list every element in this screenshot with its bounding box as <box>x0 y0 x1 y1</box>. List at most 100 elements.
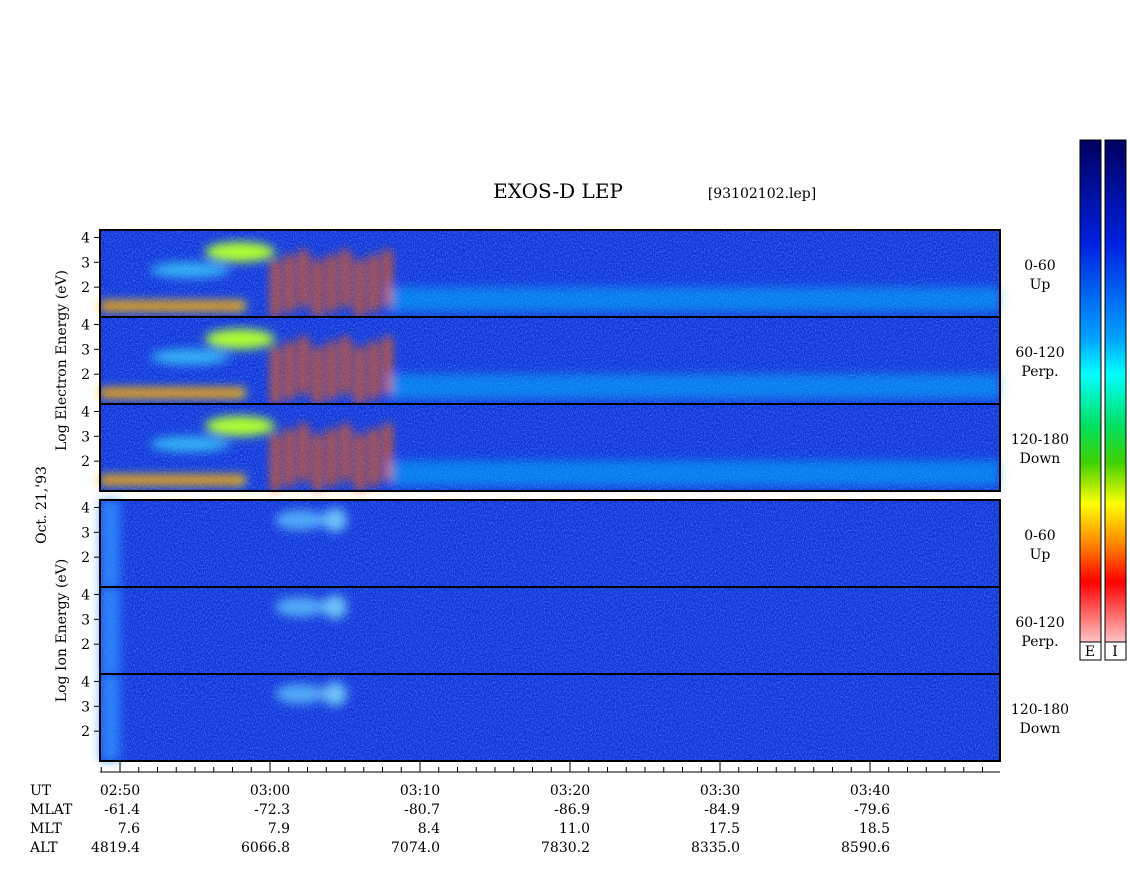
direction-label: Up <box>1030 277 1051 293</box>
feature <box>370 429 377 486</box>
orbit-value: -79.6 <box>854 802 890 818</box>
direction-label: Perp. <box>1021 364 1058 380</box>
y-tick-label: 2 <box>81 550 90 566</box>
feature <box>356 347 363 404</box>
file-label: [93102102.lep] <box>708 186 816 202</box>
feature <box>205 329 275 349</box>
feature <box>100 674 120 761</box>
pitch-label: 60-120 <box>1015 615 1064 631</box>
feature <box>286 429 293 486</box>
orbit-value: 7830.2 <box>541 840 590 856</box>
y-tick-label: 3 <box>81 429 90 445</box>
direction-label: Perp. <box>1021 634 1058 650</box>
feature <box>300 250 307 307</box>
feature <box>286 342 293 399</box>
y-tick-label: 3 <box>81 255 90 271</box>
pitch-label: 0-60 <box>1024 528 1055 544</box>
pitch-label: 120-180 <box>1011 432 1069 448</box>
colorbar-box <box>1104 641 1127 661</box>
feature <box>300 337 307 394</box>
axis-label: Log Electron Energy (eV) <box>54 270 70 451</box>
feature <box>323 682 347 706</box>
feature <box>150 436 230 452</box>
pitch-label: 60-120 <box>1015 345 1064 361</box>
orbit-value: -61.4 <box>104 802 140 818</box>
feature <box>314 347 321 404</box>
feature <box>314 260 321 317</box>
axis-label: Log Ion Energy (eV) <box>54 559 70 702</box>
colorbar <box>1079 139 1102 661</box>
panel-frame <box>99 673 1001 762</box>
orbit-value: 8590.6 <box>841 840 890 856</box>
pitch-label: 0-60 <box>1024 258 1055 274</box>
y-tick-label: 4 <box>81 317 90 333</box>
feature <box>150 349 230 365</box>
feature <box>205 242 275 262</box>
feature <box>323 595 347 619</box>
orbit-value: 6066.8 <box>241 840 290 856</box>
orbit-value: 7074.0 <box>391 840 440 856</box>
feature <box>272 434 279 491</box>
y-tick-label: 2 <box>81 724 90 740</box>
feature <box>328 342 335 399</box>
y-tick-label: 2 <box>81 637 90 653</box>
electron-features <box>100 416 1000 491</box>
orbit-value: -72.3 <box>254 802 290 818</box>
direction-label: Down <box>1020 451 1061 467</box>
orbit-value: 18.5 <box>859 821 890 837</box>
feature <box>370 255 377 312</box>
orbit-value: 03:40 <box>850 783 890 799</box>
y-tick-label: 4 <box>81 404 90 420</box>
feature <box>275 597 325 617</box>
direction-label: Up <box>1030 547 1051 563</box>
feature <box>275 684 325 704</box>
y-tick-label: 3 <box>81 342 90 358</box>
colorbar <box>1104 139 1127 661</box>
y-tick-label: 2 <box>81 454 90 470</box>
feature <box>390 374 1000 399</box>
y-tick-label: 4 <box>81 500 90 516</box>
orbit-row-label: MLT <box>30 821 62 837</box>
orbit-value: 03:30 <box>700 783 740 799</box>
feature <box>100 500 120 587</box>
title: EXOS-D LEP <box>493 179 623 203</box>
feature <box>100 478 240 482</box>
y-tick-label: 4 <box>81 674 90 690</box>
orbit-value: -86.9 <box>554 802 590 818</box>
orbit-value: 8.4 <box>418 821 440 837</box>
colorbar-box <box>1079 641 1102 661</box>
feature <box>342 337 349 394</box>
y-tick-label: 3 <box>81 612 90 628</box>
electron-features <box>100 242 1000 317</box>
feature <box>370 342 377 399</box>
feature <box>328 255 335 312</box>
orbit-value: 17.5 <box>709 821 740 837</box>
feature <box>342 250 349 307</box>
feature <box>275 510 325 530</box>
electron-features <box>100 329 1000 404</box>
y-tick-label: 2 <box>81 280 90 296</box>
y-tick-label: 4 <box>81 230 90 246</box>
ion-features <box>100 500 347 587</box>
colorbar-label: I <box>1112 644 1118 660</box>
panel-noise <box>100 500 1000 587</box>
orbit-value: 03:10 <box>400 783 440 799</box>
feature <box>286 255 293 312</box>
date-label: Oct. 21,'93 <box>34 466 50 544</box>
feature <box>323 508 347 532</box>
y-tick-label: 3 <box>81 525 90 541</box>
orbit-row-label: ALT <box>29 840 58 856</box>
feature <box>390 287 1000 312</box>
pitch-label: 120-180 <box>1011 702 1069 718</box>
orbit-value: 02:50 <box>100 783 140 799</box>
feature <box>356 434 363 491</box>
y-tick-label: 2 <box>81 367 90 383</box>
feature <box>300 424 307 481</box>
orbit-row-label: UT <box>30 783 52 799</box>
feature <box>328 429 335 486</box>
y-tick-label: 4 <box>81 587 90 603</box>
ion-features <box>100 587 347 674</box>
feature <box>205 416 275 436</box>
feature <box>384 250 391 307</box>
